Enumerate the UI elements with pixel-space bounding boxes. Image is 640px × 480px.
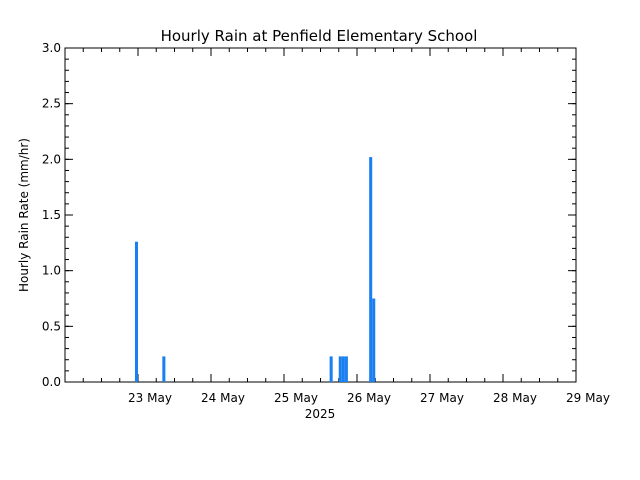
x-tick-label: 26 May <box>347 391 391 405</box>
y-tick-label: 2.0 <box>42 152 61 166</box>
x-tick-label: 29 May <box>566 391 610 405</box>
rain-bar <box>338 356 342 382</box>
x-tick-label: 24 May <box>201 391 245 405</box>
x-tick-label: 23 May <box>128 391 172 405</box>
rain-bar <box>369 157 373 382</box>
y-tick-label: 2.5 <box>42 97 61 111</box>
plot-frame <box>64 47 577 383</box>
bars <box>134 157 376 382</box>
rain-bar <box>329 356 333 382</box>
rain-bar <box>162 356 166 382</box>
rain-bar <box>134 241 138 382</box>
rain-bar <box>344 356 348 382</box>
y-tick-label: 0.0 <box>42 375 61 389</box>
y-tick-label: 1.5 <box>42 208 61 222</box>
rain-bar <box>341 356 345 382</box>
y-tick-label: 0.5 <box>42 319 61 333</box>
x-axis-label: 2025 <box>305 407 336 421</box>
chart-title: Hourly Rain at Penfield Elementary Schoo… <box>161 27 478 45</box>
rain-bar <box>372 298 376 382</box>
y-tick-label: 3.0 <box>42 41 61 55</box>
y-tick-label: 1.0 <box>42 264 61 278</box>
x-tick-label: 27 May <box>420 391 464 405</box>
x-tick-label: 28 May <box>493 391 537 405</box>
y-axis-label: Hourly Rain Rate (mm/hr) <box>17 138 31 292</box>
x-axis-ticks: 23 May 24 May 25 May 26 May 27 May 28 May 29 M… <box>82 48 610 405</box>
x-tick-label: 25 May <box>274 391 318 405</box>
plot-border <box>64 47 577 383</box>
y-axis-ticks: 0.0 0.5 1.0 1.5 2.0 2.5 3.0 <box>42 41 576 389</box>
